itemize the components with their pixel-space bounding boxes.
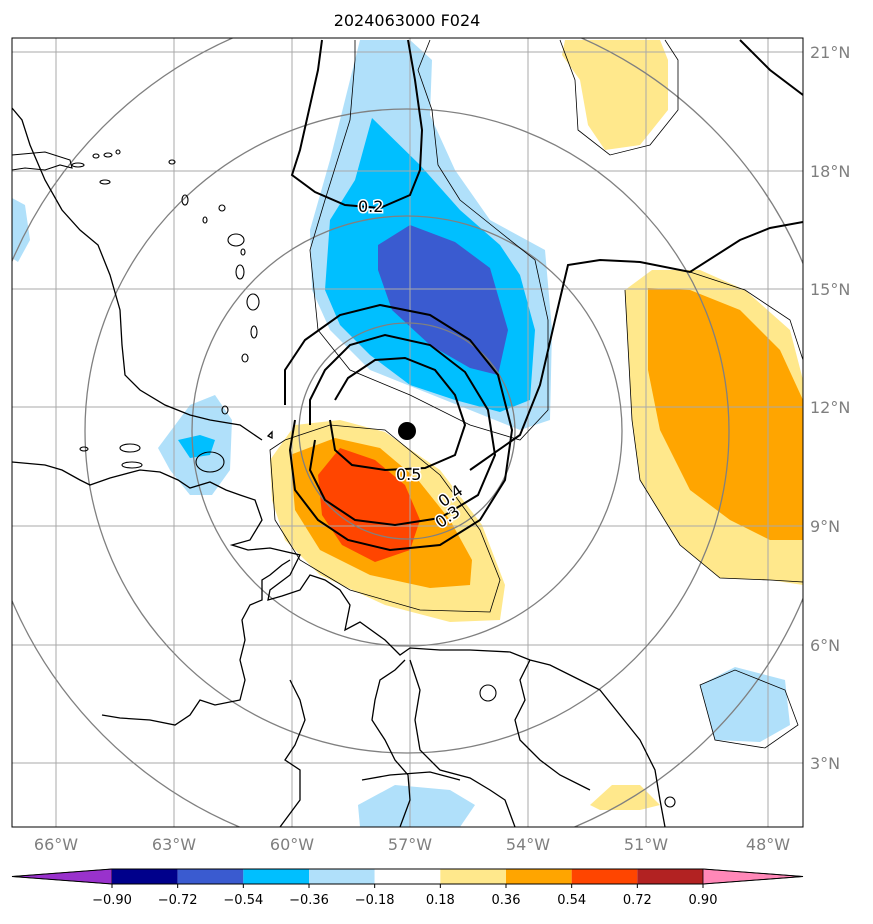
colorbar-segment xyxy=(243,869,309,884)
contour-0-3 xyxy=(284,303,514,552)
interior-border-1 xyxy=(101,559,291,726)
lat-labels: 21°N 18°N 15°N 12°N 9°N 6°N 3°N xyxy=(810,43,850,773)
negative-anomaly-south xyxy=(358,785,475,827)
colorbar-tick-label: −0.90 xyxy=(92,893,132,908)
colorbar-tick-label: 0.18 xyxy=(426,893,455,908)
storm-center-marker xyxy=(398,422,416,440)
contour-front xyxy=(469,221,803,471)
islands xyxy=(12,149,676,808)
positive-anomaly-dark xyxy=(318,448,420,562)
lat-label: 6°N xyxy=(810,636,840,655)
colorbar-tick-label: −0.36 xyxy=(289,893,329,908)
range-rings xyxy=(12,38,803,827)
interior-border-4 xyxy=(409,659,516,827)
contour-0-4 xyxy=(308,333,497,527)
lat-label: 12°N xyxy=(810,398,850,417)
lat-label: 21°N xyxy=(810,43,850,62)
colorbar-segment xyxy=(177,869,244,884)
lat-label: 9°N xyxy=(810,517,840,536)
interior-border-6 xyxy=(361,771,461,781)
colorbar-segment xyxy=(506,869,572,884)
lon-label: 51°W xyxy=(624,835,668,854)
interior-border-2 xyxy=(279,679,306,827)
western-coast xyxy=(12,107,263,441)
positive-anomaly-east-medium xyxy=(648,288,803,540)
colorbar-tick-label: 0.90 xyxy=(689,893,718,908)
colorbar-segment xyxy=(374,869,441,884)
colorbar-tick-label: −0.72 xyxy=(158,893,198,908)
interior-border-3 xyxy=(371,659,411,827)
colorbar-segment xyxy=(637,869,703,884)
lon-label: 60°W xyxy=(270,835,314,854)
colorbar-extend-max xyxy=(702,868,804,885)
negative-anomaly-ne xyxy=(12,198,30,262)
colorbar-tick-label: 0.72 xyxy=(623,893,652,908)
island-trinidad xyxy=(266,430,273,440)
lon-label: 57°W xyxy=(388,835,432,854)
colorbar-segment xyxy=(112,869,178,884)
lon-labels: 66°W 63°W 60°W 57°W 54°W 51°W 48°W xyxy=(34,835,790,854)
plot-area: 0.2 0.5 0.4 0.3 xyxy=(12,38,803,827)
lon-label: 66°W xyxy=(34,835,78,854)
colorbar-segment xyxy=(440,869,506,884)
lat-label: 3°N xyxy=(810,754,840,773)
contour-outer xyxy=(739,39,803,96)
colorbar-extend-min xyxy=(11,868,113,885)
lon-label: 48°W xyxy=(746,835,790,854)
lon-label: 63°W xyxy=(152,835,196,854)
colorbar-tick-label: −0.54 xyxy=(223,893,263,908)
contour-0-5 xyxy=(329,356,467,472)
lat-label: 18°N xyxy=(810,162,850,181)
lat-label: 15°N xyxy=(810,280,850,299)
map-title: 2024063000 F024 xyxy=(334,11,481,30)
south-america-coast xyxy=(12,461,666,827)
plot-frame xyxy=(11,37,804,828)
colorbar-tick-label: −0.18 xyxy=(355,893,395,908)
contour-label-0-5: 0.5 xyxy=(396,465,421,484)
colorbar-segment xyxy=(571,869,638,884)
contour-label-0-2: 0.2 xyxy=(358,197,383,216)
colorbar-segment xyxy=(309,869,375,884)
colorbar: −0.90 −0.72 −0.54 −0.36 −0.18 0.18 0.36 0.54 0.7… xyxy=(11,868,804,908)
negative-anomaly-se xyxy=(700,667,790,742)
contour-0-2 xyxy=(290,39,424,210)
positive-anomaly-north xyxy=(562,40,668,150)
interior-border-5 xyxy=(514,659,591,791)
colorbar-tick-label: 0.36 xyxy=(492,893,521,908)
lon-label: 54°W xyxy=(506,835,550,854)
colorbar-tick-label: 0.54 xyxy=(557,893,586,908)
bold-contours xyxy=(284,39,803,552)
coastlines xyxy=(12,107,666,827)
